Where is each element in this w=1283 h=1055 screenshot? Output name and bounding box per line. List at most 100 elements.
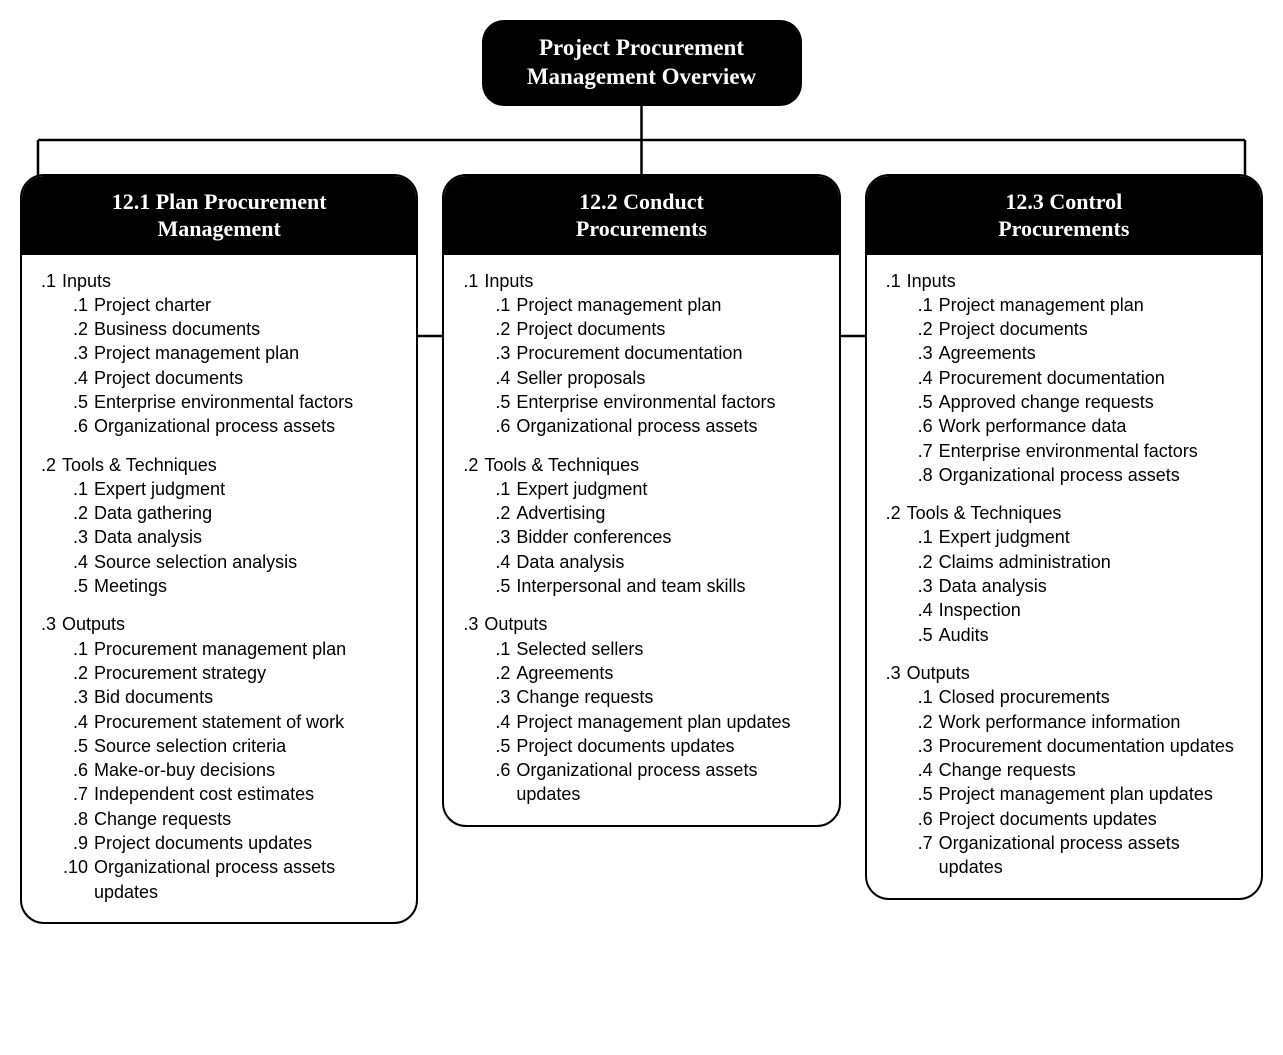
item-label: Project documents updates <box>516 734 824 758</box>
list-item: .3Procurement documentation updates <box>881 734 1247 758</box>
item-number: .2 <box>899 550 939 574</box>
root-title-line1: Project Procurement <box>539 35 744 60</box>
item-label: Selected sellers <box>516 637 824 661</box>
item-number: .2 <box>476 661 516 685</box>
item-number: .7 <box>899 439 939 463</box>
item-label: Source selection criteria <box>94 734 402 758</box>
section-number: .3 <box>458 612 484 636</box>
item-label: Change requests <box>516 685 824 709</box>
item-number: .1 <box>899 685 939 709</box>
process-box-1: 12.1 Plan ProcurementManagement.1Inputs.… <box>20 174 418 924</box>
list-item: .6Make-or-buy decisions <box>36 758 402 782</box>
item-number: .10 <box>54 855 94 904</box>
item-number: .1 <box>54 637 94 661</box>
section-label: Tools & Techniques <box>907 501 1247 525</box>
process-body: .1Inputs.1Project management plan.2Proje… <box>444 255 838 825</box>
list-item: .7Independent cost estimates <box>36 782 402 806</box>
list-item: .2Procurement strategy <box>36 661 402 685</box>
list-item: .8Change requests <box>36 807 402 831</box>
item-number: .6 <box>476 414 516 438</box>
item-number: .1 <box>476 293 516 317</box>
section-label: Inputs <box>62 269 402 293</box>
item-number: .4 <box>54 710 94 734</box>
section-label: Outputs <box>484 612 824 636</box>
item-label: Change requests <box>939 758 1247 782</box>
section-number: .1 <box>458 269 484 293</box>
item-number: .4 <box>899 758 939 782</box>
item-number: .2 <box>899 317 939 341</box>
list-item: .2Business documents <box>36 317 402 341</box>
item-label: Project documents updates <box>94 831 402 855</box>
item-label: Project documents <box>94 366 402 390</box>
list-item: .5Audits <box>881 623 1247 647</box>
item-number: .4 <box>476 366 516 390</box>
procurement-overview-diagram: Project Procurement Management Overview … <box>20 20 1263 924</box>
item-label: Data analysis <box>939 574 1247 598</box>
section: .1Inputs.1Project charter.2Business docu… <box>36 269 402 439</box>
list-item: .3Bidder conferences <box>458 525 824 549</box>
item-label: Organizational process assets updates <box>939 831 1247 880</box>
section: .2Tools & Techniques.1Expert judgment.2A… <box>458 453 824 599</box>
item-number: .2 <box>476 317 516 341</box>
list-item: .1Project charter <box>36 293 402 317</box>
item-number: .3 <box>54 341 94 365</box>
item-number: .5 <box>899 623 939 647</box>
item-label: Organizational process assets <box>516 414 824 438</box>
item-number: .8 <box>899 463 939 487</box>
item-number: .6 <box>54 414 94 438</box>
item-label: Inspection <box>939 598 1247 622</box>
item-number: .5 <box>54 390 94 414</box>
item-number: .3 <box>899 341 939 365</box>
item-number: .7 <box>54 782 94 806</box>
item-number: .1 <box>54 477 94 501</box>
list-item: .1Expert judgment <box>881 525 1247 549</box>
item-label: Procurement documentation <box>516 341 824 365</box>
section-number: .2 <box>36 453 62 477</box>
list-item: .3Change requests <box>458 685 824 709</box>
list-item: .4Change requests <box>881 758 1247 782</box>
item-label: Project documents updates <box>939 807 1247 831</box>
list-item: .5Source selection criteria <box>36 734 402 758</box>
list-item: .3Bid documents <box>36 685 402 709</box>
item-number: .5 <box>54 734 94 758</box>
section-title: .1Inputs <box>36 269 402 293</box>
item-number: .2 <box>54 501 94 525</box>
item-number: .1 <box>899 525 939 549</box>
item-label: Organizational process assets <box>94 414 402 438</box>
section-label: Outputs <box>62 612 402 636</box>
item-number: .4 <box>476 710 516 734</box>
list-item: .1Procurement management plan <box>36 637 402 661</box>
item-number: .1 <box>476 477 516 501</box>
item-label: Project management plan <box>94 341 402 365</box>
section: .2Tools & Techniques.1Expert judgment.2D… <box>36 453 402 599</box>
process-header-line1: 12.1 Plan Procurement <box>112 189 327 214</box>
item-label: Procurement management plan <box>94 637 402 661</box>
item-number: .3 <box>54 685 94 709</box>
item-number: .3 <box>476 525 516 549</box>
section: .1Inputs.1Project management plan.2Proje… <box>881 269 1247 488</box>
process-header-line1: 12.3 Control <box>1005 189 1122 214</box>
process-body: .1Inputs.1Project charter.2Business docu… <box>22 255 416 922</box>
item-number: .2 <box>476 501 516 525</box>
item-label: Business documents <box>94 317 402 341</box>
item-label: Data analysis <box>94 525 402 549</box>
item-number: .5 <box>476 734 516 758</box>
process-header: 12.1 Plan ProcurementManagement <box>22 176 416 255</box>
item-label: Change requests <box>94 807 402 831</box>
item-number: .3 <box>476 341 516 365</box>
list-item: .1Closed procurements <box>881 685 1247 709</box>
section-title: .1Inputs <box>458 269 824 293</box>
item-label: Audits <box>939 623 1247 647</box>
item-number: .2 <box>54 317 94 341</box>
section-title: .1Inputs <box>881 269 1247 293</box>
list-item: .2Agreements <box>458 661 824 685</box>
item-label: Work performance data <box>939 414 1247 438</box>
process-header-line2: Procurements <box>998 216 1129 241</box>
item-label: Project management plan updates <box>939 782 1247 806</box>
item-number: .3 <box>476 685 516 709</box>
section-title: .3Outputs <box>458 612 824 636</box>
list-item: .3Procurement documentation <box>458 341 824 365</box>
root-title-line2: Management Overview <box>527 64 756 89</box>
list-item: .7Organizational process assets updates <box>881 831 1247 880</box>
process-body: .1Inputs.1Project management plan.2Proje… <box>867 255 1261 898</box>
